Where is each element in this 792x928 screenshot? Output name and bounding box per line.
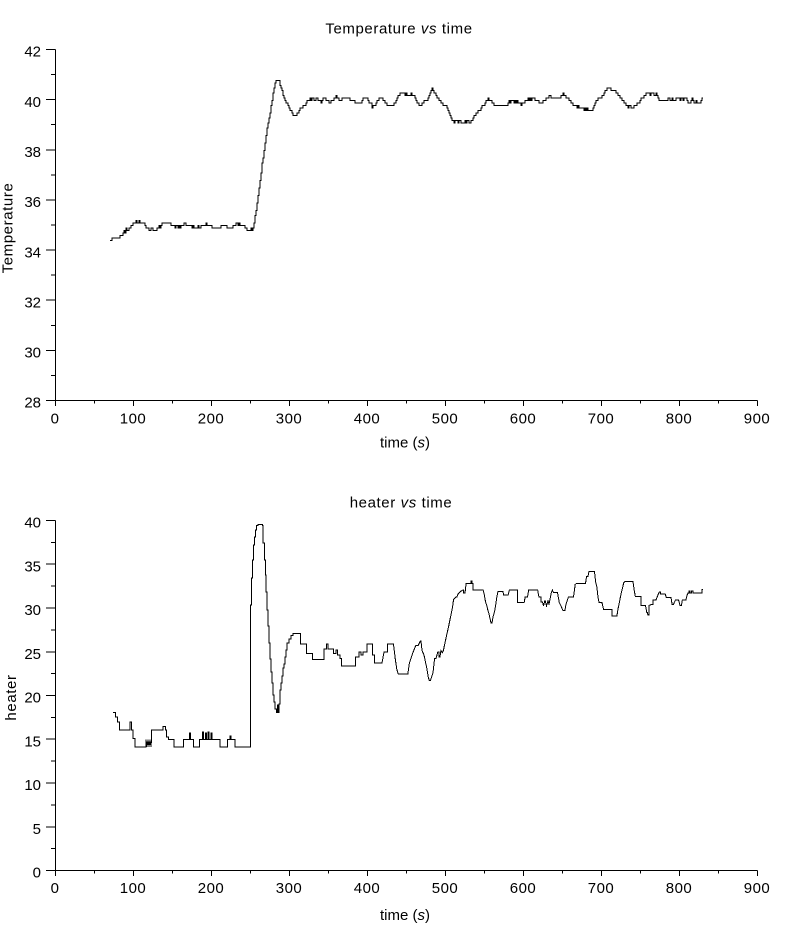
svg-text:35: 35 xyxy=(24,559,41,576)
svg-text:0: 0 xyxy=(33,865,41,882)
svg-text:0: 0 xyxy=(51,410,60,427)
svg-text:600: 600 xyxy=(510,880,537,897)
svg-text:30: 30 xyxy=(24,602,41,619)
svg-text:30: 30 xyxy=(24,345,41,362)
svg-text:38: 38 xyxy=(24,144,41,161)
svg-text:36: 36 xyxy=(24,194,41,211)
svg-text:time (s): time (s) xyxy=(380,435,430,452)
svg-text:40: 40 xyxy=(24,515,41,532)
svg-text:700: 700 xyxy=(588,880,615,897)
svg-text:0: 0 xyxy=(51,880,60,897)
svg-text:500: 500 xyxy=(432,410,459,427)
svg-text:600: 600 xyxy=(510,410,537,427)
svg-text:Temperature: Temperature xyxy=(0,183,16,274)
svg-text:25: 25 xyxy=(24,646,41,663)
svg-text:32: 32 xyxy=(24,294,41,311)
svg-text:heater vs time: heater vs time xyxy=(350,495,453,512)
svg-text:40: 40 xyxy=(24,94,41,111)
svg-text:900: 900 xyxy=(744,880,771,897)
svg-text:5: 5 xyxy=(33,821,41,838)
svg-text:300: 300 xyxy=(276,410,303,427)
svg-text:34: 34 xyxy=(24,244,41,261)
svg-text:400: 400 xyxy=(354,880,381,897)
svg-text:42: 42 xyxy=(24,44,41,61)
svg-text:800: 800 xyxy=(666,410,693,427)
svg-text:200: 200 xyxy=(198,410,225,427)
svg-text:10: 10 xyxy=(24,777,41,794)
svg-text:28: 28 xyxy=(24,395,41,412)
svg-text:heater: heater xyxy=(3,674,20,720)
svg-text:20: 20 xyxy=(24,690,41,707)
svg-text:15: 15 xyxy=(24,734,41,751)
svg-text:900: 900 xyxy=(744,410,771,427)
svg-text:200: 200 xyxy=(198,880,225,897)
svg-text:800: 800 xyxy=(666,880,693,897)
svg-text:100: 100 xyxy=(120,880,147,897)
svg-text:Temperature vs time: Temperature vs time xyxy=(325,21,472,38)
svg-text:700: 700 xyxy=(588,410,615,427)
svg-text:400: 400 xyxy=(354,410,381,427)
svg-text:time (s): time (s) xyxy=(380,907,430,924)
svg-text:100: 100 xyxy=(120,410,147,427)
svg-text:500: 500 xyxy=(432,880,459,897)
svg-text:300: 300 xyxy=(276,880,303,897)
